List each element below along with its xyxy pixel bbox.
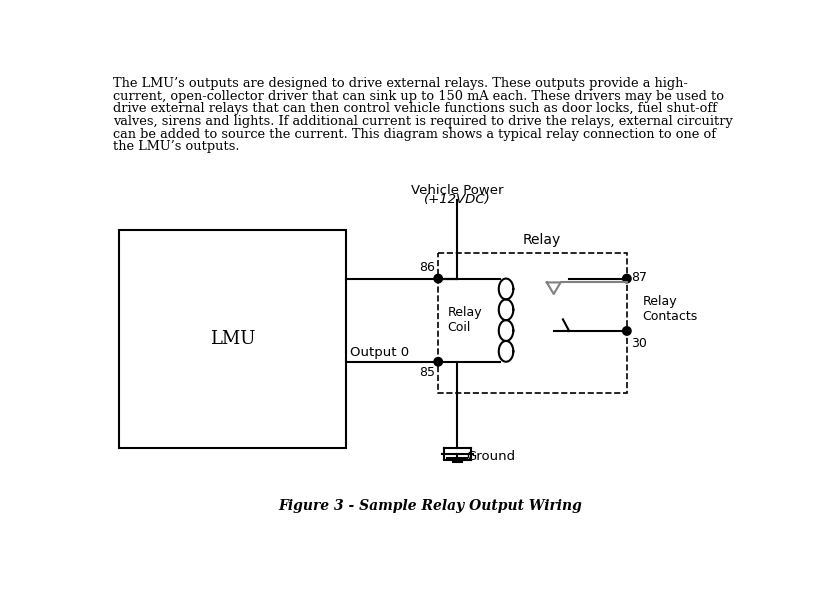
Text: the LMU’s outputs.: the LMU’s outputs. xyxy=(113,140,239,153)
Text: (+12VDC): (+12VDC) xyxy=(424,193,491,206)
Text: Relay: Relay xyxy=(522,233,561,247)
Circle shape xyxy=(434,358,443,366)
Text: current, open-collector driver that can sink up to 150 mA each. These drivers ma: current, open-collector driver that can … xyxy=(113,90,724,102)
Circle shape xyxy=(622,274,631,283)
Text: Output 0: Output 0 xyxy=(349,346,409,359)
Text: valves, sirens and lights. If additional current is required to drive the relays: valves, sirens and lights. If additional… xyxy=(113,115,733,128)
Bar xyxy=(438,253,627,392)
Text: drive external relays that can then control vehicle functions such as door locks: drive external relays that can then cont… xyxy=(113,102,717,115)
Text: Figure 3 - Sample Relay Output Wiring: Figure 3 - Sample Relay Output Wiring xyxy=(279,499,582,514)
Circle shape xyxy=(622,327,631,335)
Text: 85: 85 xyxy=(419,366,435,379)
Text: Ground: Ground xyxy=(467,450,516,463)
Text: Relay
Contacts: Relay Contacts xyxy=(643,294,697,323)
Circle shape xyxy=(434,274,443,283)
Bar xyxy=(118,230,346,448)
Text: can be added to source the current. This diagram shows a typical relay connectio: can be added to source the current. This… xyxy=(113,128,717,141)
Text: LMU: LMU xyxy=(210,330,255,349)
Text: 86: 86 xyxy=(419,261,435,274)
Text: 30: 30 xyxy=(631,337,647,350)
Text: The LMU’s outputs are designed to drive external relays. These outputs provide a: The LMU’s outputs are designed to drive … xyxy=(113,77,688,90)
Text: Relay
Coil: Relay Coil xyxy=(448,306,482,334)
Text: Vehicle Power: Vehicle Power xyxy=(412,184,504,197)
Text: 87: 87 xyxy=(631,270,647,283)
